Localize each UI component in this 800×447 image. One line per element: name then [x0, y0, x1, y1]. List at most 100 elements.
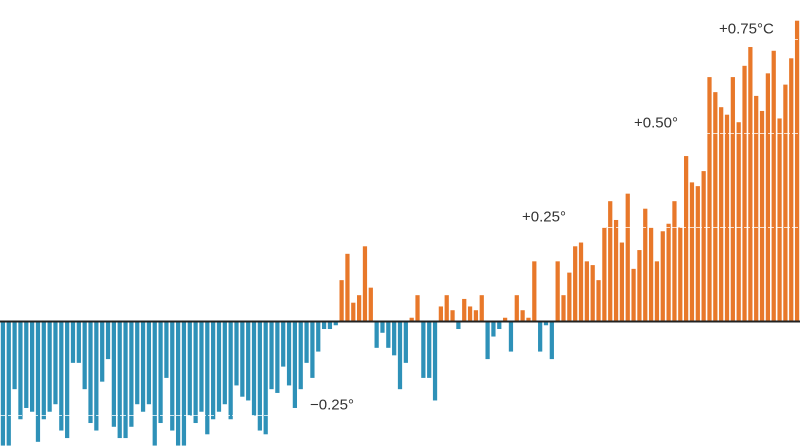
bar-69: [403, 321, 408, 363]
bar-11: [65, 321, 70, 439]
bar-4: [24, 321, 29, 408]
bar-42: [246, 321, 251, 401]
bar-127: [742, 65, 747, 322]
bar-93: [543, 321, 549, 326]
bar-92: [538, 321, 543, 352]
bar-60: [351, 302, 356, 322]
bar-115: [672, 201, 677, 322]
bar-107: [625, 193, 630, 322]
bar-102: [596, 280, 601, 322]
bar-2: [12, 321, 17, 390]
bar-83: [485, 321, 490, 360]
bar-12: [70, 321, 76, 363]
bar-123: [719, 107, 724, 322]
bar-68: [397, 321, 403, 390]
bar-5: [30, 321, 35, 412]
bar-75: [438, 306, 443, 322]
bar-135: [789, 58, 794, 322]
bar-15: [88, 321, 93, 424]
bar-108: [631, 268, 636, 322]
bar-72: [421, 321, 426, 378]
bar-74: [432, 321, 438, 401]
gridlines-group: [0, 39, 800, 416]
bar-84: [491, 321, 496, 337]
bar-46: [269, 321, 274, 390]
bar-126: [736, 122, 741, 322]
bar-118: [689, 182, 695, 322]
bar-67: [392, 321, 397, 356]
bar-89: [520, 310, 525, 322]
bar-95: [555, 261, 560, 322]
bar-7: [41, 321, 46, 420]
bar-53: [310, 321, 315, 378]
bar-79: [462, 298, 467, 322]
bar-63: [368, 287, 373, 322]
bar-25: [146, 321, 152, 405]
bar-122: [713, 92, 718, 322]
bar-62: [362, 246, 368, 322]
bar-20: [117, 321, 122, 439]
bar-129: [754, 95, 759, 322]
bar-17: [100, 321, 105, 382]
bar-104: [608, 201, 613, 322]
bar-26: [152, 321, 157, 446]
bar-116: [678, 227, 683, 322]
bar-98: [573, 246, 578, 322]
bar-22: [129, 321, 134, 427]
bar-28: [164, 321, 169, 378]
bar-44: [257, 321, 262, 431]
bar-39: [228, 321, 233, 420]
bar-134: [783, 84, 788, 322]
bar-119: [695, 186, 700, 322]
bar-13: [76, 321, 81, 363]
tick-label-3: +0.75°C: [719, 21, 774, 38]
bar-103: [602, 227, 607, 322]
bar-57: [333, 321, 338, 326]
bar-88: [514, 295, 519, 322]
bar-36: [211, 321, 216, 420]
bar-121: [707, 77, 712, 322]
bar-14: [82, 321, 87, 390]
bar-120: [701, 171, 706, 322]
bar-32: [187, 321, 192, 416]
bar-111: [648, 227, 654, 322]
bar-133: [777, 118, 782, 322]
bar-50: [292, 321, 298, 408]
bar-85: [497, 321, 502, 330]
bar-3: [18, 321, 23, 420]
bar-24: [140, 321, 146, 412]
bar-6: [35, 321, 41, 442]
bar-8: [47, 321, 52, 412]
bar-125: [730, 77, 735, 322]
bar-16: [94, 321, 99, 431]
bar-65: [380, 321, 385, 333]
bar-21: [123, 321, 128, 439]
bar-49: [286, 321, 292, 386]
bar-109: [637, 250, 642, 322]
bar-10: [59, 321, 64, 431]
bar-61: [357, 295, 362, 322]
tick-label-1: +0.25°: [522, 209, 566, 226]
bar-52: [304, 321, 309, 363]
bar-35: [205, 321, 210, 435]
bar-47: [275, 321, 280, 393]
bar-87: [508, 321, 514, 352]
bar-37: [216, 321, 222, 412]
bar-128: [748, 47, 753, 322]
bar-113: [660, 231, 665, 322]
bar-97: [567, 272, 572, 322]
bar-90: [526, 317, 531, 322]
bar-124: [724, 114, 730, 322]
bar-77: [450, 310, 455, 322]
bar-110: [643, 208, 648, 322]
bar-34: [199, 321, 204, 412]
bar-45: [263, 321, 268, 435]
bar-43: [251, 321, 257, 416]
bar-71: [415, 295, 420, 322]
bar-18: [105, 321, 111, 360]
bar-81: [473, 310, 479, 322]
bar-117: [684, 156, 689, 322]
tick-label-2: +0.50°: [634, 115, 678, 132]
bar-54: [316, 321, 321, 352]
